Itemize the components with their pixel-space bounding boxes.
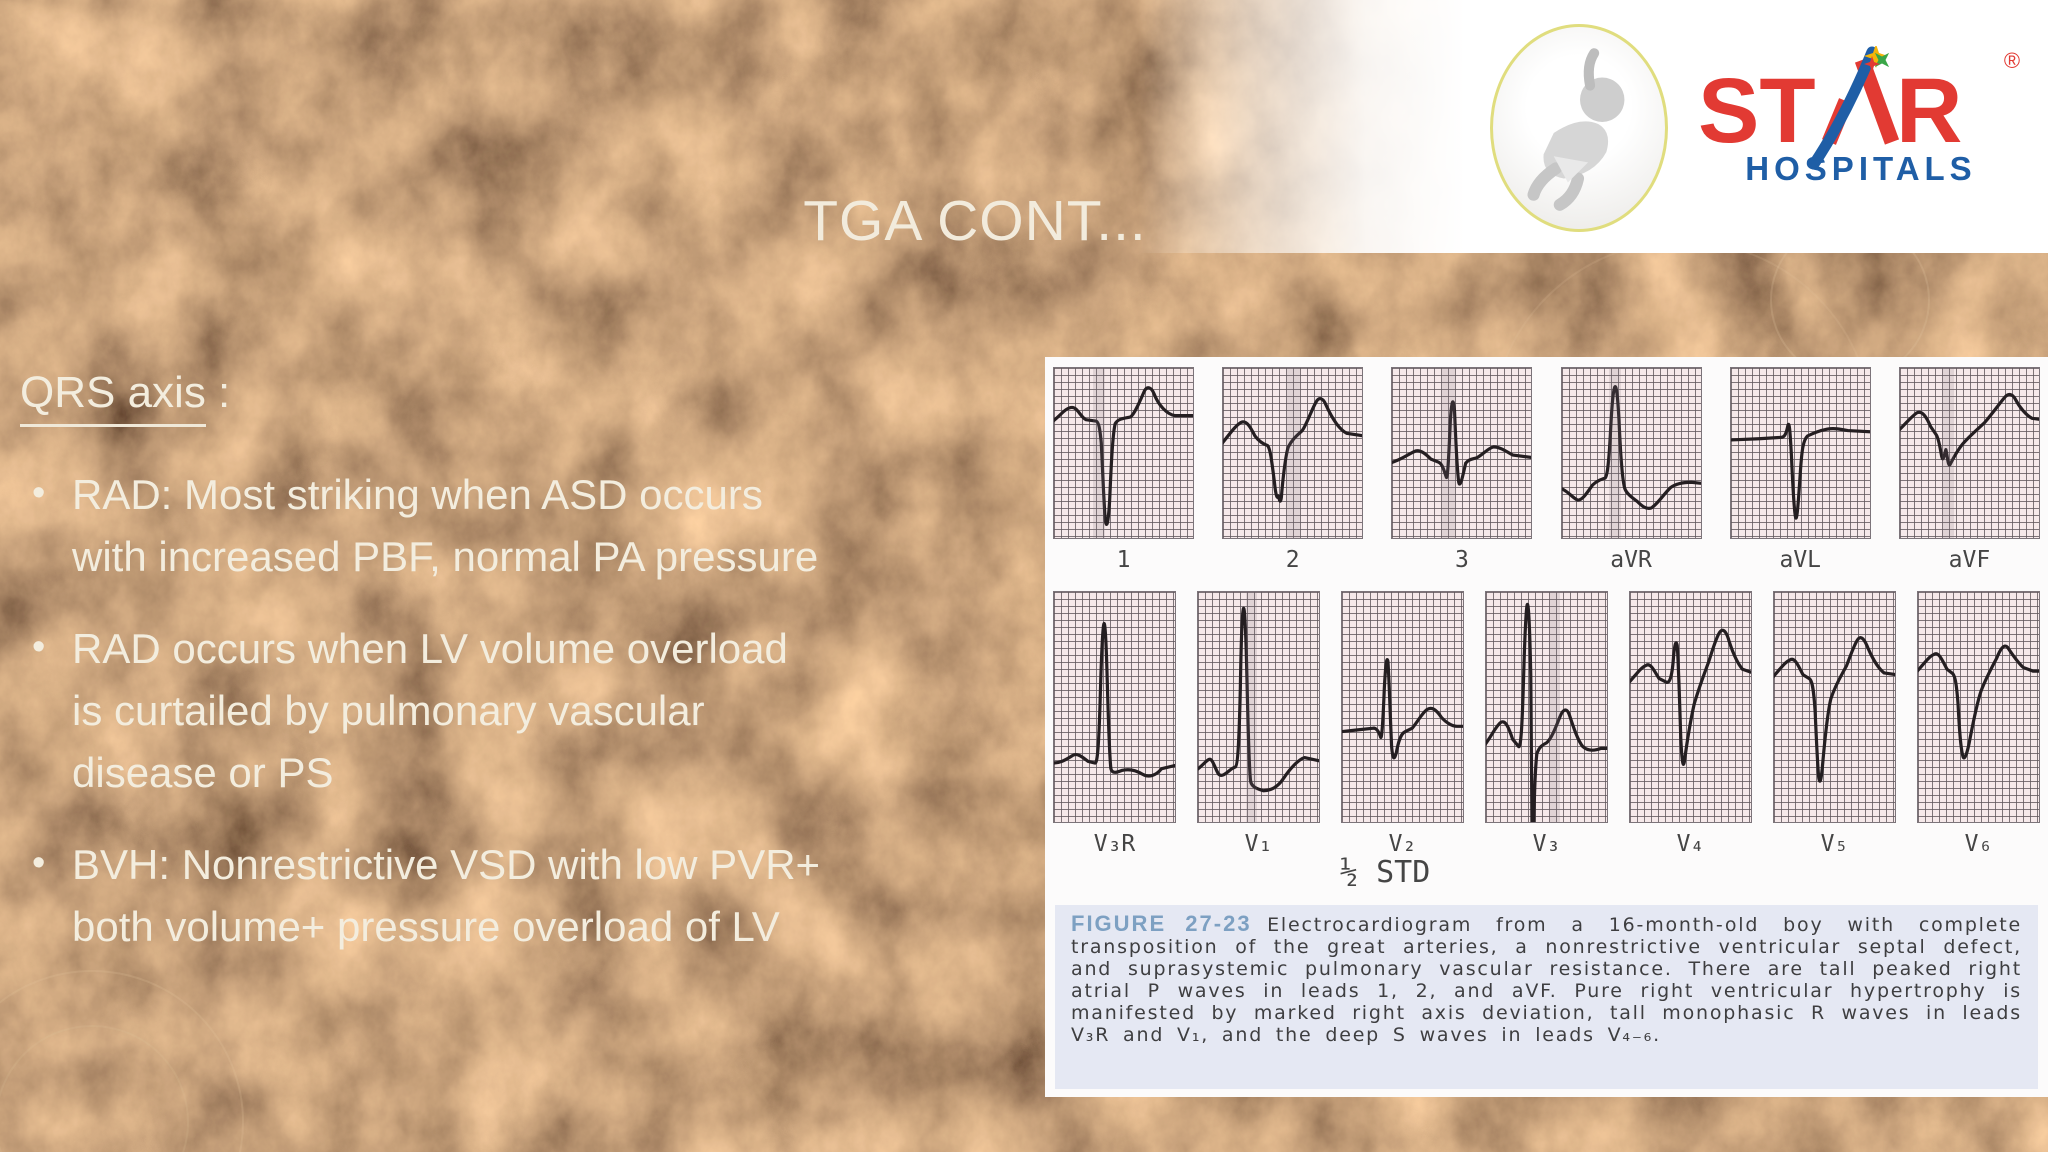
ecg-panel-lead-v3: V₃ <box>1485 591 1608 857</box>
ecg-panel-lead-2: 2 <box>1222 367 1364 573</box>
figure-caption-text: Electrocardiogram from a 16-month-old bo… <box>1071 914 2022 1046</box>
ecg-panel-lead-1: 1 <box>1053 367 1194 573</box>
logo-band: ST R ® HOSPITALS <box>1138 0 2048 253</box>
logo-starburst-icon <box>1864 46 1890 72</box>
bullet-line: BVH: Nonrestrictive VSD with low PVR+ <box>72 841 821 888</box>
star-hospitals-logo: ST R ® HOSPITALS <box>1698 46 2020 187</box>
ecg-panel-lead-avl: aVL <box>1729 367 1871 573</box>
bullet-item: RAD occurs when LV volume overload is cu… <box>20 616 1030 804</box>
registered-mark: ® <box>2004 48 2020 73</box>
slide-body-text: QRS axis : RAD: Most striking when ASD o… <box>20 368 1030 988</box>
lead-label: V₃ <box>1532 831 1561 857</box>
ecg-grid <box>1391 367 1533 539</box>
lead-label: V₁ <box>1244 831 1273 857</box>
logo-st-text: ST <box>1698 60 1816 162</box>
ecg-grid <box>1053 367 1194 539</box>
ecg-panel-lead-v3r: V₃R <box>1053 591 1176 857</box>
ecg-panel-lead-v2: V₂ <box>1341 591 1464 857</box>
ecg-panel-lead-avf: aVF <box>1898 367 2040 573</box>
lead-label: 1 <box>1116 547 1131 573</box>
bullet-item: BVH: Nonrestrictive VSD with low PVR+ bo… <box>20 832 1030 958</box>
ecg-panel-lead-v4: V₄ <box>1629 591 1752 857</box>
lead-label: aVL <box>1779 547 1822 573</box>
ecg-figure: 1 2 3 aVR <box>1045 357 2048 1097</box>
ecg-grid <box>1341 591 1464 823</box>
baby-illustration-icon <box>1527 48 1625 211</box>
ecg-grid <box>1898 367 2040 539</box>
logo-swoosh <box>1808 46 1878 170</box>
figure-caption-number: FIGURE 27-23 <box>1071 911 1252 936</box>
ecg-grid <box>1485 591 1608 823</box>
bullet-line: is curtailed by pulmonary vascular <box>72 687 705 734</box>
ecg-panel-lead-v6: V₆ <box>1917 591 2040 857</box>
logo-hospitals-text: HOSPITALS <box>1745 150 1976 187</box>
ecg-grid <box>1729 367 1871 539</box>
lead-label: aVR <box>1610 547 1652 573</box>
lead-label: V₂ <box>1388 831 1417 857</box>
bullet-list: RAD: Most striking when ASD occurs with … <box>20 462 1030 958</box>
ecg-panel-lead-3: 3 <box>1391 367 1533 573</box>
ecg-grid <box>1773 591 1896 823</box>
baby-photo <box>1490 24 1668 232</box>
ecg-grid <box>1560 367 1702 539</box>
ecg-grid <box>1053 591 1176 823</box>
section-heading-suffix: : <box>205 368 231 417</box>
ecg-panel-lead-v5: V₅ <box>1773 591 1896 857</box>
half-standard-calibration-label: ½ STD <box>1340 855 1431 890</box>
bullet-line: disease or PS <box>72 749 334 796</box>
ecg-grid <box>1222 367 1364 539</box>
bullet-line: RAD: Most striking when ASD occurs <box>72 471 763 518</box>
slide-title: TGA CONT... <box>803 189 1147 253</box>
bullet-line: both volume+ pressure overload of LV <box>72 903 780 950</box>
ecg-grid <box>1197 591 1320 823</box>
bullet-line: with increased PBF, normal PA pressure <box>72 533 819 580</box>
ecg-panel-lead-avr: aVR <box>1560 367 1702 573</box>
ecg-panel-lead-v1: V₁ <box>1197 591 1320 857</box>
logo-r-text: R <box>1896 60 1962 162</box>
bullet-item: RAD: Most striking when ASD occurs with … <box>20 462 1030 588</box>
lead-label: V₄ <box>1676 831 1705 857</box>
section-heading-underlined: QRS axis <box>20 368 206 427</box>
lead-label: V₆ <box>1964 831 1993 857</box>
lead-label: 2 <box>1285 547 1300 573</box>
lead-label: V₃R <box>1093 831 1136 857</box>
ecg-grid <box>1629 591 1752 823</box>
ecg-limb-lead-row: 1 2 3 aVR <box>1053 367 2040 573</box>
lead-label: aVF <box>1948 547 1991 573</box>
ecg-precordial-lead-row: V₃R V₁ V₂ V₃ <box>1053 591 2040 857</box>
figure-caption: FIGURE 27-23 Electrocardiogram from a 16… <box>1055 905 2038 1089</box>
lead-label: 3 <box>1454 547 1469 573</box>
lead-label: V₅ <box>1820 831 1849 857</box>
bullet-line: RAD occurs when LV volume overload <box>72 625 788 672</box>
ecg-grid <box>1917 591 2040 823</box>
section-heading: QRS axis : <box>20 368 1030 427</box>
